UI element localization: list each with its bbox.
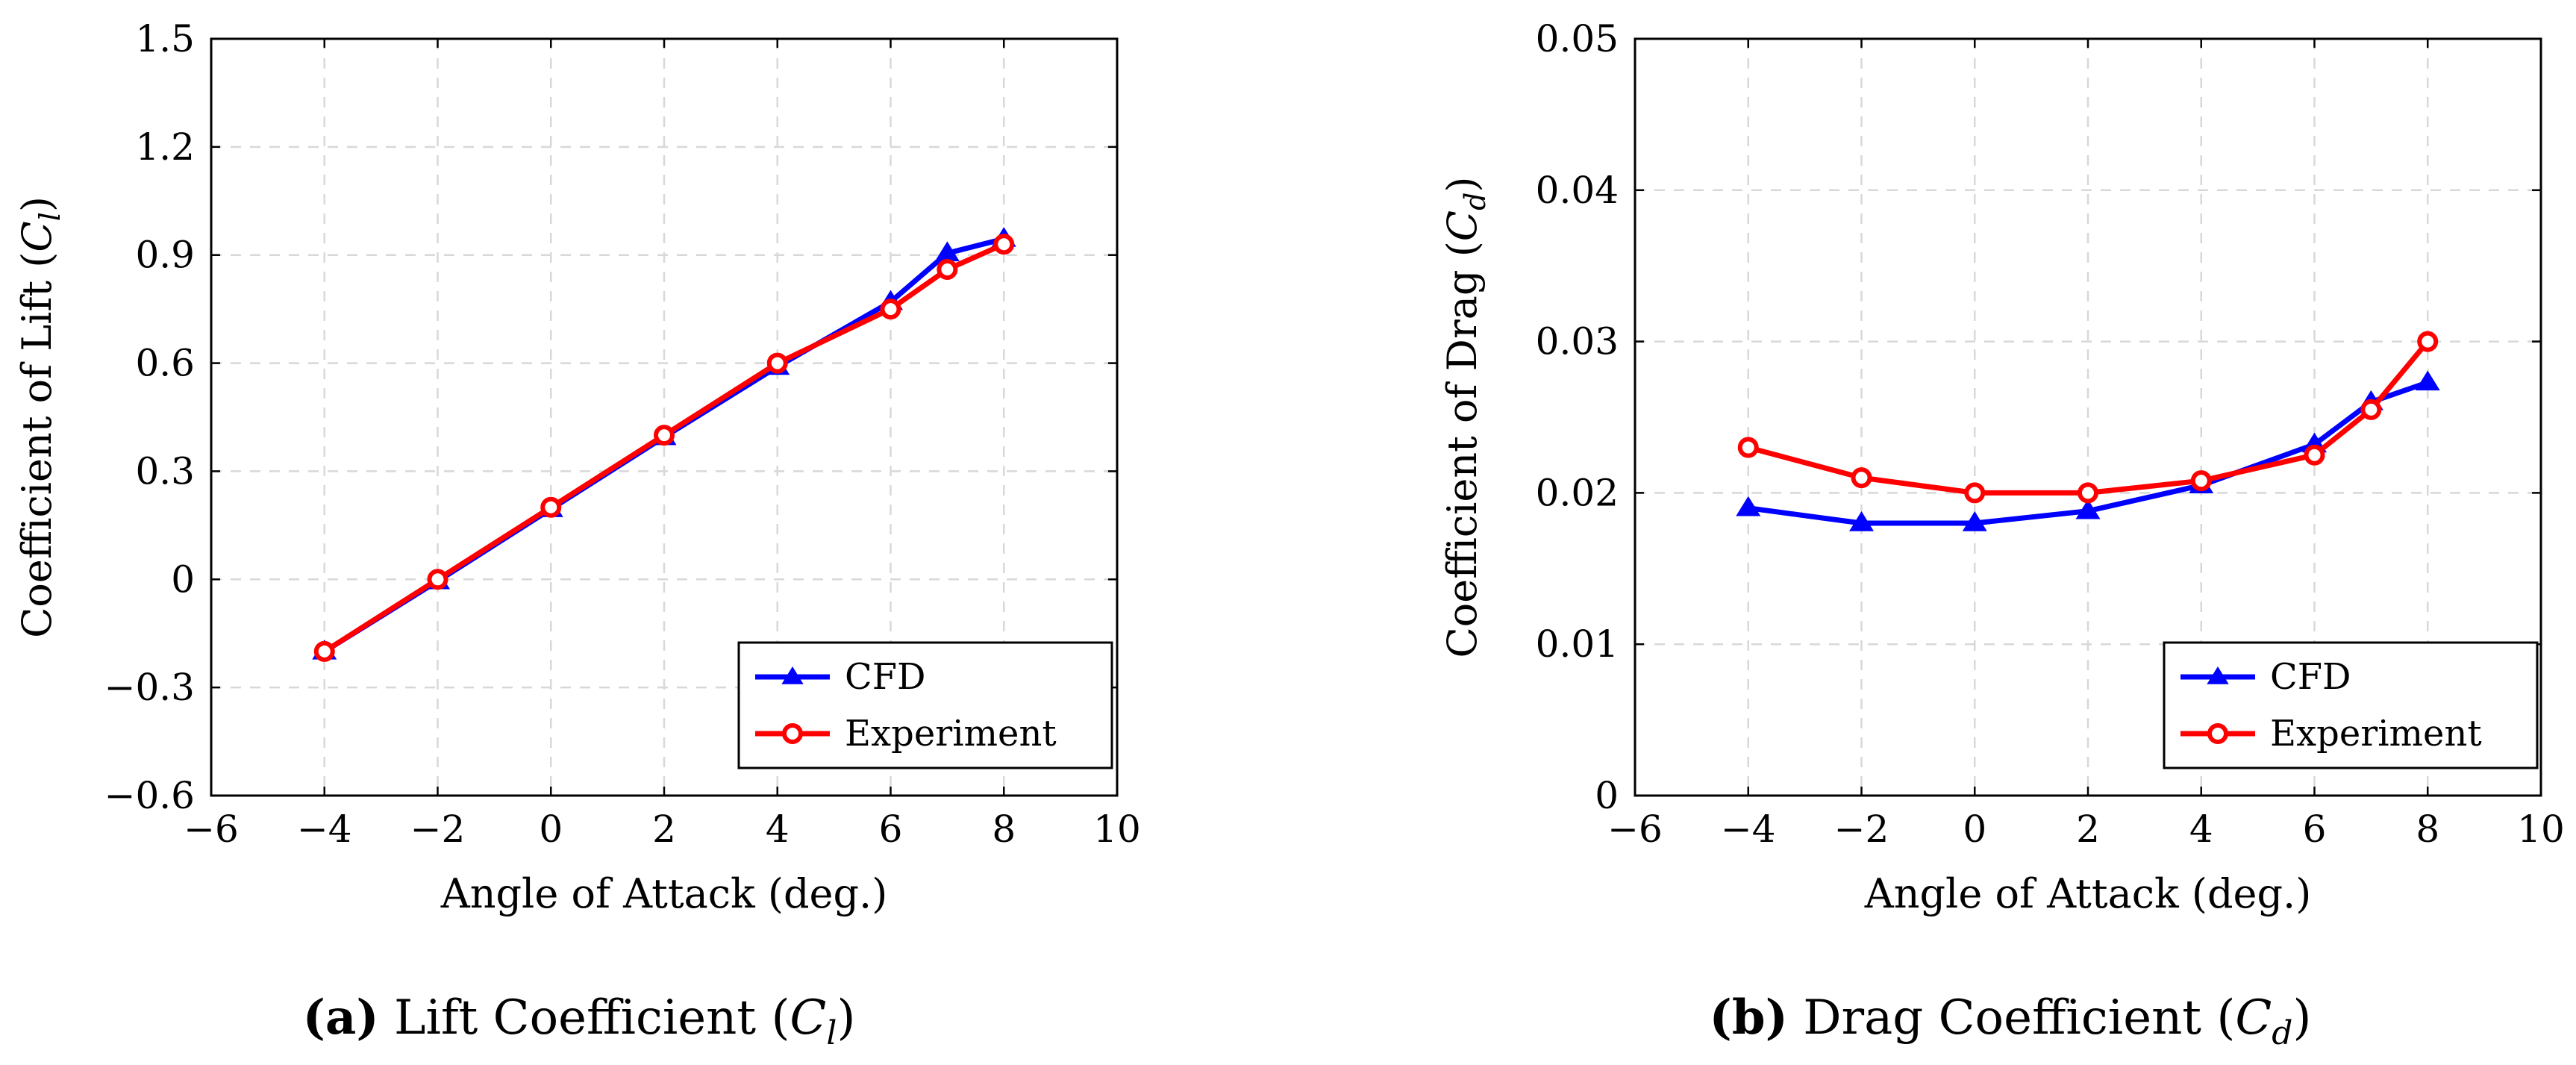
legend-marker-cfd <box>781 666 804 684</box>
y-axis-label-var: C <box>1439 210 1486 241</box>
data-point-cfd <box>2415 370 2440 391</box>
data-point-cfd <box>2075 499 2101 519</box>
y-tick-label: 1.5 <box>135 17 195 60</box>
panel-drag: −6 −4 −2 0 2 4 6 8 10 0 0.01 0.02 0.03 0.04 0.05 Angle … <box>1439 17 2565 1052</box>
series-line-experiment <box>1747 340 2430 496</box>
y-axis-label: Coefficient of Drag (Cd) <box>1439 176 1492 658</box>
caption-var: C <box>2235 990 2272 1046</box>
data-point-experiment <box>1737 437 1759 458</box>
legend-marker-cfd <box>2207 666 2229 684</box>
y-tick-label: 0.02 <box>1536 471 1619 514</box>
series-experiment <box>313 234 1015 662</box>
caption-sub: l <box>826 1014 837 1052</box>
y-tick-label: 1.2 <box>135 125 195 169</box>
series-line-experiment <box>322 242 1005 654</box>
legend-label-cfd: CFD <box>845 656 926 698</box>
legend-box <box>2163 641 2539 769</box>
x-tick-label: 4 <box>2189 808 2213 851</box>
caption-var: C <box>790 990 826 1046</box>
legend: CFD Experiment <box>2163 641 2539 769</box>
data-point-experiment <box>2304 444 2325 466</box>
data-point-experiment <box>2417 331 2439 352</box>
x-tick-label: −4 <box>297 808 352 851</box>
caption-end: ) <box>837 990 855 1046</box>
x-tick-label: −6 <box>184 808 239 851</box>
x-tick-label: 10 <box>2517 808 2565 851</box>
data-point-experiment <box>1964 482 1986 504</box>
panel-lift: −6 −4 −2 0 2 4 6 8 10 −0.6 −0.3 0 0.3 0.6 0.9 1.2 1.5 Ang… <box>13 17 1141 1052</box>
legend-label-cfd: CFD <box>2270 656 2351 698</box>
y-axis-label: Coefficient of Lift (Cl) <box>13 196 66 638</box>
data-point-cfd <box>1962 511 1987 531</box>
panel-caption: (a) Lift Coefficient (Cl) <box>303 990 856 1052</box>
legend-marker-experiment <box>2207 723 2228 744</box>
y-axis-label-sub: d <box>1459 193 1492 210</box>
x-tick-label: 10 <box>1093 808 1141 851</box>
data-point-experiment <box>2190 470 2212 492</box>
x-axis-label: Angle of Attack (deg.) <box>1864 870 2312 917</box>
caption-sub: d <box>2272 1014 2292 1052</box>
data-point-experiment <box>654 425 675 446</box>
y-axis-label-end: ) <box>1439 176 1486 192</box>
x-tick-label: −2 <box>1834 808 1889 851</box>
x-tick-label: −4 <box>1721 808 1776 851</box>
legend: CFD Experiment <box>737 641 1113 769</box>
x-axis-label: Angle of Attack (deg.) <box>440 870 888 917</box>
x-tick-label: 2 <box>652 808 676 851</box>
y-axis-label-var: C <box>13 221 60 252</box>
data-point-experiment <box>766 352 788 374</box>
x-tick-label: −2 <box>410 808 466 851</box>
data-point-experiment <box>313 640 335 662</box>
y-tick-label: 0.03 <box>1536 320 1619 363</box>
x-tick-label: 4 <box>766 808 790 851</box>
caption-label: (b) <box>1710 990 1788 1046</box>
data-point-experiment <box>540 496 562 518</box>
data-point-experiment <box>2078 482 2098 504</box>
data-point-experiment <box>880 299 901 320</box>
y-tick-label: −0.6 <box>104 774 195 817</box>
y-tick-label: 0.05 <box>1536 17 1619 60</box>
data-point-experiment <box>2360 399 2382 420</box>
y-tick-label: 0 <box>1595 774 1619 817</box>
legend-label-experiment: Experiment <box>2270 713 2482 755</box>
y-tick-label: 0.6 <box>135 342 195 385</box>
y-tick-label: 0.3 <box>135 449 195 493</box>
caption-text: Drag Coefficient ( <box>1788 990 2235 1046</box>
x-tick-label: 6 <box>879 808 903 851</box>
x-tick-label: 8 <box>2416 808 2439 851</box>
y-tick-label: 0.9 <box>135 234 195 277</box>
data-point-experiment <box>993 234 1015 255</box>
series-experiment <box>1737 331 2439 504</box>
y-axis-label-text: Coefficient of Drag ( <box>1439 241 1486 658</box>
caption-label: (a) <box>303 990 379 1046</box>
legend-label-experiment: Experiment <box>845 713 1057 755</box>
data-point-experiment <box>937 259 958 281</box>
axes-frame <box>1634 37 2542 797</box>
y-tick-label: 0.04 <box>1536 169 1619 212</box>
y-axis-label-end: ) <box>13 196 60 212</box>
legend-box <box>737 641 1113 769</box>
data-point-experiment <box>427 569 448 590</box>
x-tick-label: 2 <box>2076 808 2100 851</box>
x-tick-label: 6 <box>2303 808 2327 851</box>
panel-caption: (b) Drag Coefficient (Cd) <box>1710 990 2312 1052</box>
data-point-cfd <box>1736 496 1761 516</box>
x-tick-label: 0 <box>539 808 563 851</box>
y-axis-label-text: Coefficient of Lift ( <box>13 252 60 638</box>
caption-text: Lift Coefficient ( <box>379 990 790 1046</box>
y-axis-label-sub: l <box>34 212 66 221</box>
x-tick-label: 8 <box>992 808 1016 851</box>
data-point-cfd <box>1849 511 1874 531</box>
y-tick-label: 0.01 <box>1536 622 1619 666</box>
caption-end: ) <box>2292 990 2311 1046</box>
x-tick-label: 0 <box>1963 808 1986 851</box>
axes-frame <box>210 37 1119 797</box>
x-tick-label: −6 <box>1607 808 1663 851</box>
data-point-experiment <box>1851 467 1872 489</box>
legend-marker-experiment <box>782 723 803 744</box>
y-tick-label: −0.3 <box>104 666 195 709</box>
y-tick-label: 0 <box>171 558 195 601</box>
